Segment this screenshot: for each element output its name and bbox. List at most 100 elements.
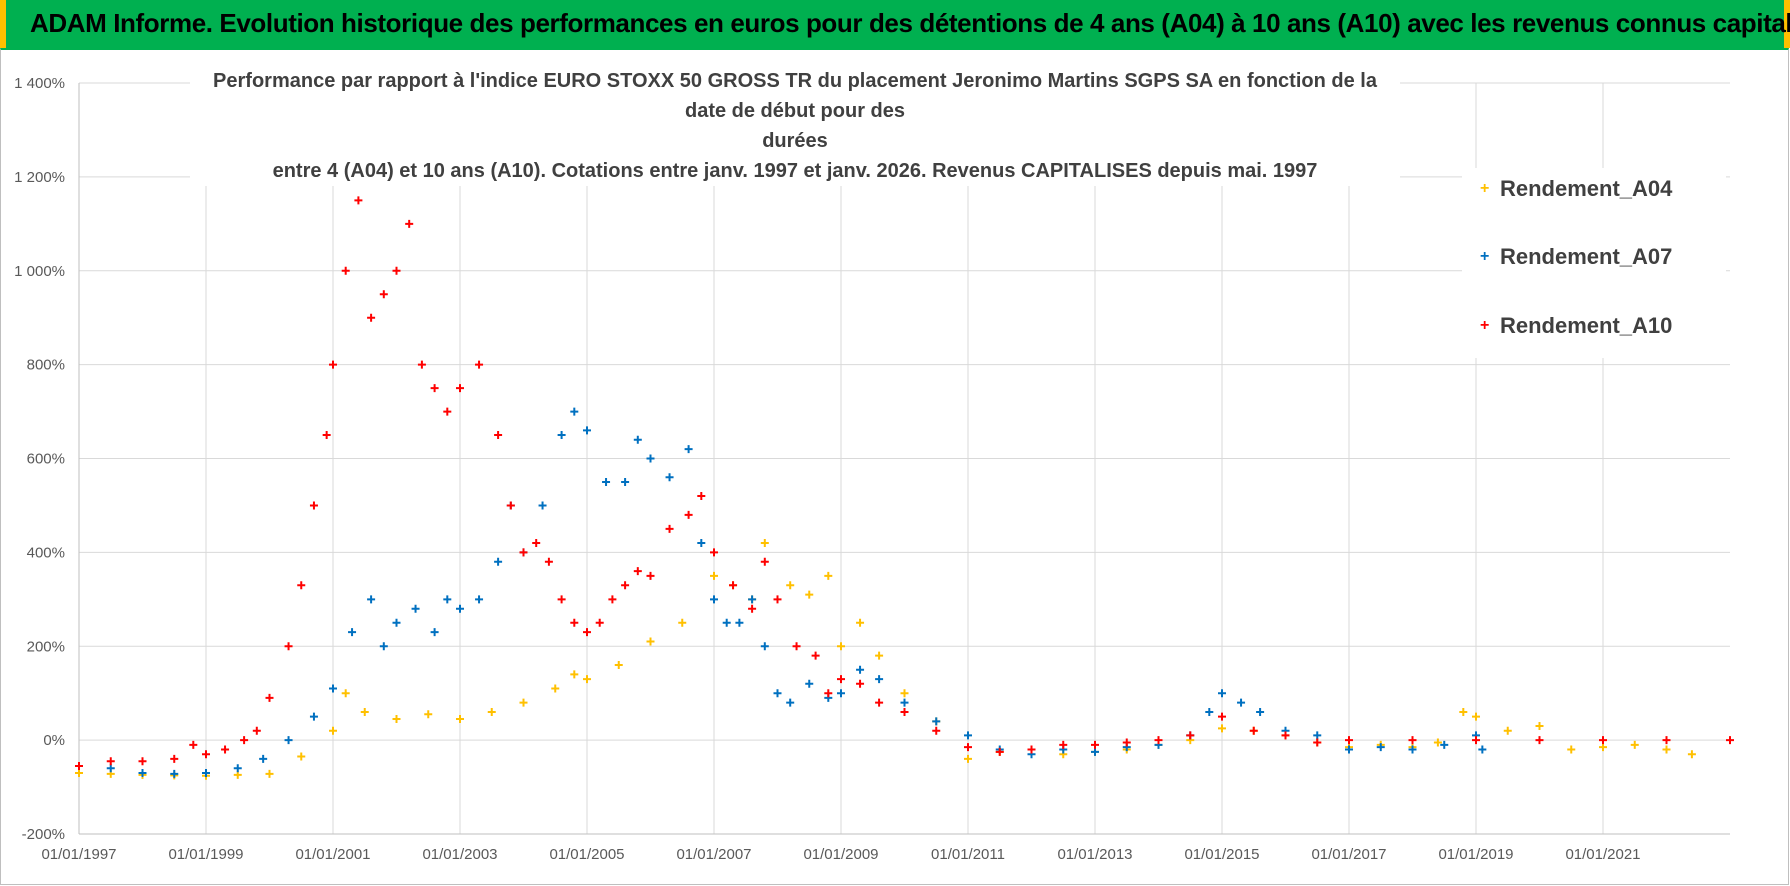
- data-point: [760, 557, 769, 566]
- data-point: [633, 567, 642, 576]
- data-point: [964, 754, 972, 763]
- data-point: [837, 675, 845, 684]
- x-tick-label: 01/01/2003: [422, 846, 497, 863]
- data-point: [583, 675, 591, 684]
- data-point: [443, 595, 452, 604]
- data-point: [106, 764, 115, 773]
- data-point: [379, 290, 388, 299]
- data-point: [475, 595, 484, 604]
- data-point: [875, 651, 884, 660]
- data-point: [856, 665, 865, 674]
- data-point: [608, 595, 617, 604]
- x-tick-label: 01/01/2009: [803, 846, 878, 863]
- y-tick-label: 1 000%: [14, 263, 65, 280]
- data-point: [805, 590, 814, 599]
- data-point: [329, 684, 337, 693]
- data-point: [995, 747, 1004, 756]
- data-point: [614, 661, 623, 670]
- data-point: [697, 492, 706, 501]
- data-point: [424, 710, 433, 719]
- data-point: [1091, 747, 1099, 756]
- data-point: [494, 557, 503, 566]
- data-point: [748, 595, 757, 604]
- data-point: [1345, 736, 1353, 745]
- data-point: [1281, 731, 1290, 740]
- data-point: [265, 769, 274, 778]
- data-point: [170, 754, 179, 763]
- x-tick-label: 01/01/2007: [676, 846, 751, 863]
- data-point: [602, 477, 611, 486]
- data-point: [900, 689, 909, 698]
- x-tick-label: 01/01/1999: [168, 846, 243, 863]
- data-point: [1599, 743, 1607, 752]
- data-point: [329, 360, 337, 369]
- data-point: [621, 477, 630, 486]
- legend-item-a10: + Rendement_A10: [1480, 311, 1672, 341]
- data-point: [1345, 745, 1353, 754]
- data-point: [456, 384, 464, 393]
- data-point: [202, 750, 210, 759]
- data-point: [595, 618, 604, 627]
- data-point: [1408, 745, 1417, 754]
- data-point: [786, 698, 795, 707]
- x-tick-label: 01/01/2021: [1565, 846, 1640, 863]
- data-point: [678, 618, 687, 627]
- x-tick-label: 01/01/2019: [1438, 846, 1513, 863]
- data-point: [665, 524, 674, 533]
- chart-title-line-3: entre 4 (A04) et 10 ans (A10). Cotations…: [272, 160, 1318, 182]
- data-point: [354, 196, 363, 205]
- data-point: [875, 675, 884, 684]
- chart-title-line-1: Performance par rapport à l'indice EURO …: [213, 70, 1377, 122]
- data-point: [1186, 731, 1195, 740]
- data-point: [475, 360, 484, 369]
- data-point: [1408, 736, 1417, 745]
- data-point: [710, 548, 718, 557]
- data-point: [570, 670, 579, 679]
- data-point: [221, 745, 230, 754]
- data-point: [735, 618, 744, 627]
- y-tick-label: 1 200%: [14, 169, 65, 186]
- data-point: [1433, 738, 1442, 747]
- data-point: [348, 628, 357, 637]
- data-point: [506, 501, 515, 510]
- data-point: [1218, 712, 1226, 721]
- data-point: [824, 689, 833, 698]
- data-point: [570, 618, 579, 627]
- data-point: [633, 435, 642, 444]
- data-point: [583, 426, 591, 435]
- data-point: [1376, 743, 1385, 752]
- data-point: [430, 384, 439, 393]
- data-point: [1218, 724, 1226, 733]
- data-point: [189, 740, 198, 749]
- data-point: [824, 571, 833, 580]
- data-point: [360, 707, 369, 716]
- data-point: [786, 581, 795, 590]
- data-point: [1249, 726, 1258, 735]
- data-point: [417, 360, 426, 369]
- data-point: [1091, 740, 1099, 749]
- data-point: [1630, 740, 1639, 749]
- data-point: [1726, 736, 1734, 745]
- y-tick-label: 400%: [27, 544, 65, 561]
- data-point: [392, 618, 401, 627]
- series-rendement-a07: [75, 407, 1487, 778]
- x-tick-label: 01/01/1997: [41, 846, 116, 863]
- data-point: [252, 726, 261, 735]
- data-point: [456, 604, 464, 613]
- data-point: [665, 473, 674, 482]
- data-point: [106, 757, 115, 766]
- series-rendement-a10: [75, 196, 1734, 770]
- data-point: [1313, 731, 1322, 740]
- data-point: [494, 431, 503, 440]
- data-point: [456, 715, 464, 724]
- data-point: [684, 510, 693, 519]
- data-point: [1205, 707, 1214, 716]
- data-point: [1599, 736, 1607, 745]
- data-point: [392, 715, 401, 724]
- data-point: [837, 642, 845, 651]
- data-point: [430, 628, 439, 637]
- data-point: [646, 454, 655, 463]
- data-point: [265, 693, 274, 702]
- data-point: [646, 637, 655, 646]
- data-point: [379, 642, 388, 651]
